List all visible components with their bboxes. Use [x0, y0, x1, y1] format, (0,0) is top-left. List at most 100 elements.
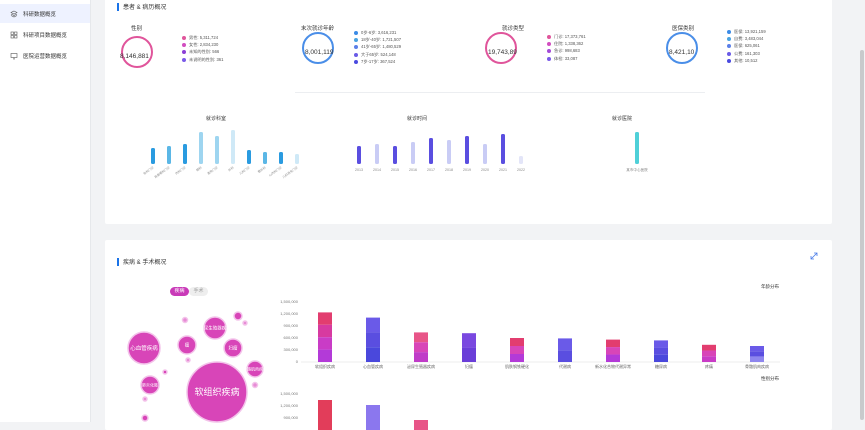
bar-segment — [510, 338, 524, 346]
tick-label: 2017 — [427, 168, 435, 172]
bubble — [251, 381, 259, 389]
legend-dot — [727, 51, 731, 56]
legend-dot — [354, 38, 358, 43]
stat-ring — [302, 32, 334, 64]
bar-segment — [462, 347, 476, 362]
bar — [635, 132, 639, 164]
bar — [295, 154, 299, 164]
legend-dot — [547, 34, 551, 39]
legend-dot — [182, 50, 186, 55]
sidebar-item-project-overview[interactable]: 科研项目数据概览 — [0, 25, 90, 44]
sidebar-item-hospital-overview[interactable]: 医院运营数据概览 — [0, 46, 90, 65]
legend-item: 医保: 625,061 — [727, 42, 766, 49]
bar-segment — [414, 342, 428, 353]
stat-ring — [485, 32, 517, 64]
x-tick-label: 妇瘤 — [465, 363, 473, 369]
legend-text: 医保: 625,061 — [734, 43, 760, 49]
legend-text: 住院: 1,338,362 — [554, 41, 584, 47]
bar — [279, 152, 283, 164]
bubble-label: 泌尿生殖器疾病 — [199, 325, 231, 332]
legend-dot — [547, 49, 551, 54]
stat-legend: 医保: 13,921,159 自费: 3,483,044 医保: 625,061 公费… — [727, 28, 766, 64]
legend-item: 0岁-6岁: 3,616,231 — [354, 29, 401, 36]
tick-label: 2018 — [445, 168, 453, 172]
bar — [215, 136, 219, 164]
tick-label: 某市中心医院 — [626, 167, 648, 172]
bar — [393, 146, 397, 164]
legend-dot — [182, 57, 186, 62]
bar — [199, 132, 203, 164]
bubble — [242, 320, 248, 326]
legend-dot — [354, 52, 358, 57]
legend-item: 未说明的性别: 361 — [182, 56, 223, 63]
stat-value: 8,001,119 — [305, 49, 334, 56]
x-tick-label: 新水化合物代谢异常 — [595, 363, 631, 369]
bar-segment — [318, 337, 332, 350]
legend-item: 18岁-40岁: 1,721,507 — [354, 36, 401, 43]
legend-text: 医保: 13,921,159 — [734, 29, 766, 34]
x-tick-label: 骨骼肌肉疾病 — [745, 363, 769, 369]
bar-segment — [750, 356, 764, 362]
bar-segment — [654, 347, 668, 355]
bar — [231, 130, 235, 164]
bubble — [140, 375, 160, 395]
chart-title-visit-time: 就诊时间 — [407, 116, 428, 122]
chart-title-department: 就诊科室 — [206, 116, 227, 122]
bar-segment — [462, 333, 476, 348]
legend-item: 公费: 161,303 — [727, 50, 766, 57]
bubble-label: 软组织疾病 — [194, 386, 239, 397]
patient-overview-card: 患者 & 病历概况 性别 8,146,881 男性: 5,311,724 女性: 2,… — [105, 0, 832, 224]
divider — [295, 92, 705, 93]
main-content: 患者 & 病历概况 性别 8,146,881 男性: 5,311,724 女性: 2,… — [91, 0, 865, 430]
disease-age-bar-chart: 1,500,000 1,200,000 900,000 600,000 300,000 0… — [280, 299, 780, 369]
bubble — [142, 396, 148, 402]
tick-label: 2015 — [391, 168, 399, 172]
bar-segment — [606, 347, 620, 355]
bar-segment — [510, 346, 524, 354]
tick-label: 内科门诊 — [174, 165, 187, 176]
disease-overview-card: 疾病 & 手术概况 疾病 手术 软组织疾病 心血管疾病 泌尿生殖器疾病瘤妇瘤 骨骼肌肉… — [105, 240, 832, 430]
bubble — [181, 316, 189, 324]
grid-icon — [10, 31, 18, 39]
bar-segment — [318, 324, 332, 338]
bubble-label: 瘤 — [185, 342, 190, 349]
legend-text: 门诊: 17,373,761 — [554, 34, 586, 39]
bar-segment — [558, 350, 572, 362]
bubble-label: 骨骼肌肉疾病 — [243, 365, 267, 371]
tick-label: 全科门诊 — [143, 165, 155, 176]
tab-disease[interactable]: 疾病 — [170, 287, 189, 296]
y-tick-label: 1,200,000 — [280, 311, 299, 316]
expand-icon[interactable] — [810, 252, 818, 260]
tick-label: 耳鼻喉科门诊 — [153, 165, 171, 179]
tick-label: 2019 — [463, 168, 471, 172]
legend-item: 门诊: 17,373,761 — [547, 33, 586, 40]
sidebar-item-research-overview[interactable]: 科研数据概览 — [0, 4, 90, 23]
tick-label: 2013 — [355, 168, 363, 172]
legend-text: 大于65岁: 524,148 — [361, 51, 396, 57]
bar-segment — [702, 350, 716, 357]
stat-ring — [121, 36, 153, 68]
bubble-label: 肺炎化脓 — [142, 381, 158, 387]
legend-dot — [727, 44, 731, 49]
bar-segment — [654, 340, 668, 348]
bar-segment — [510, 354, 524, 362]
stat-value: 8,146,881 — [120, 53, 149, 60]
bar — [366, 405, 380, 430]
y-tick-label: 1,500,000 — [280, 391, 299, 396]
y-tick-label: 1,500,000 — [280, 299, 299, 304]
legend-text: 0岁-6岁: 3,616,231 — [361, 30, 397, 35]
bar — [375, 144, 379, 164]
legend-text: 急诊: 998,683 — [554, 48, 580, 54]
bubble — [233, 311, 243, 321]
legend-dot — [182, 35, 186, 40]
tick-label: 2020 — [481, 168, 489, 172]
bar — [167, 146, 171, 164]
legend-text: 未说明的性别: 361 — [189, 56, 224, 62]
legend-dot — [547, 42, 551, 47]
scrollbar[interactable] — [860, 50, 864, 420]
tab-surgery[interactable]: 手术 — [189, 287, 208, 296]
bar-segment — [414, 352, 428, 362]
bar-segment — [606, 354, 620, 362]
